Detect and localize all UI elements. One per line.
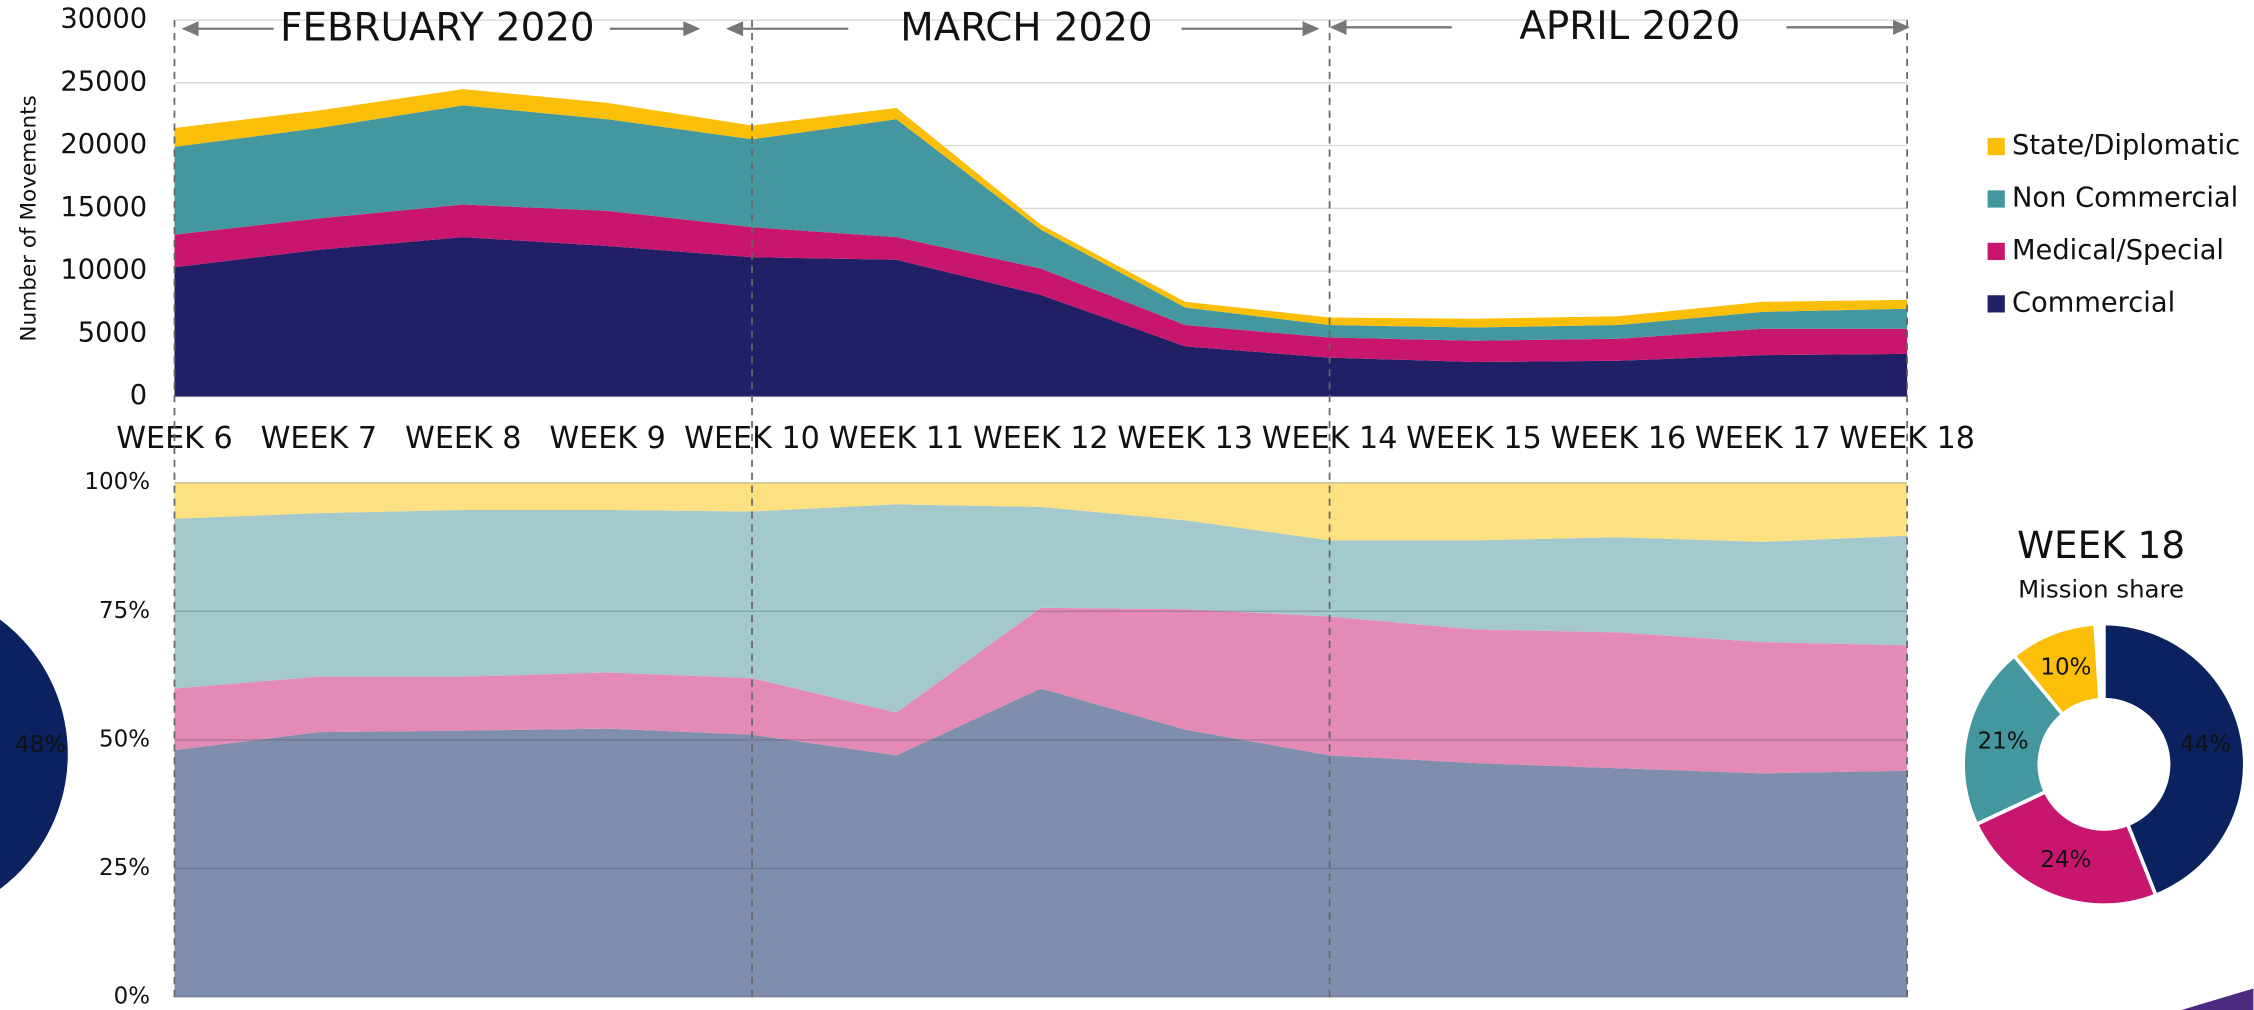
y-tick-label: 10000 (60, 255, 147, 286)
month-label: MARCH 2020 (900, 6, 1152, 51)
area (174, 204, 1908, 363)
arrow-head (1329, 19, 1347, 35)
arrow-head (683, 21, 701, 37)
data-label: 48% (15, 732, 66, 758)
donut-subtitle: Mission share (2018, 574, 2184, 603)
arrow-head (1893, 19, 1910, 35)
x-tick-label: WEEK 13 (1117, 421, 1253, 456)
corner-decoration (2181, 988, 2254, 1010)
arrow-head (1302, 21, 1320, 37)
y-tick-label: 0 (130, 380, 147, 411)
legend-swatch (1987, 242, 2005, 261)
arrow-head (726, 21, 744, 37)
legend-swatch (1987, 137, 2005, 156)
donut-segment (1974, 789, 2159, 907)
x-tick-label: WEEK 9 (549, 421, 665, 456)
legend-label: State/Diplomatic (2012, 130, 2240, 161)
donut-segment (0, 615, 72, 894)
x-tick-label: WEEK 11 (829, 421, 965, 456)
x-tick-label: WEEK 17 (1695, 421, 1831, 456)
x-tick-label: WEEK 7 (261, 421, 377, 456)
y-tick-label: 15000 (60, 192, 147, 223)
month-label: FEBRUARY 2020 (280, 6, 594, 51)
legend-label: Medical/Special (2012, 235, 2224, 266)
x-tick-label: WEEK 12 (973, 421, 1109, 456)
data-label: 10% (2040, 655, 2091, 681)
x-tick-label: WEEK 16 (1551, 421, 1687, 456)
y-tick-label: 75% (99, 598, 150, 624)
x-tick-label: WEEK 8 (405, 421, 521, 456)
data-label: 21% (1977, 728, 2028, 754)
area (174, 105, 1908, 341)
month-label: APRIL 2020 (1519, 4, 1740, 49)
y-tick-label: 20000 (60, 129, 147, 160)
legend-swatch (1987, 190, 2005, 208)
y-tick-label: 25% (99, 855, 150, 881)
y-tick-label: 100% (84, 469, 150, 495)
y-tick-label: 5000 (78, 317, 147, 348)
donut-title: WEEK 18 (2017, 523, 2185, 567)
area (174, 237, 1908, 397)
legend-label: Non Commercial (2012, 182, 2238, 213)
grid (174, 482, 1908, 998)
month-arrows (181, 19, 1910, 37)
y-tick-label: 25000 (60, 66, 147, 97)
area (174, 482, 1908, 542)
y-tick-label: 50% (99, 726, 150, 752)
area (174, 688, 1908, 998)
area (174, 607, 1908, 774)
arrow-head (181, 21, 199, 37)
y-tick-label: 30000 (60, 4, 147, 35)
donut-segment (2102, 621, 2247, 898)
legend-label: Commercial (2012, 287, 2175, 318)
legend-swatch (1987, 295, 2005, 313)
y-tick-label: 0% (114, 984, 150, 1010)
donut-segment (1961, 653, 2066, 827)
data-label: 44% (2180, 731, 2231, 757)
area (174, 89, 1908, 328)
x-tick-label: WEEK 15 (1406, 421, 1542, 456)
area (174, 504, 1908, 713)
donut-segment (2011, 621, 2102, 718)
y-axis-title: Number of Movements (16, 95, 41, 341)
data-label: 24% (2040, 847, 2091, 873)
